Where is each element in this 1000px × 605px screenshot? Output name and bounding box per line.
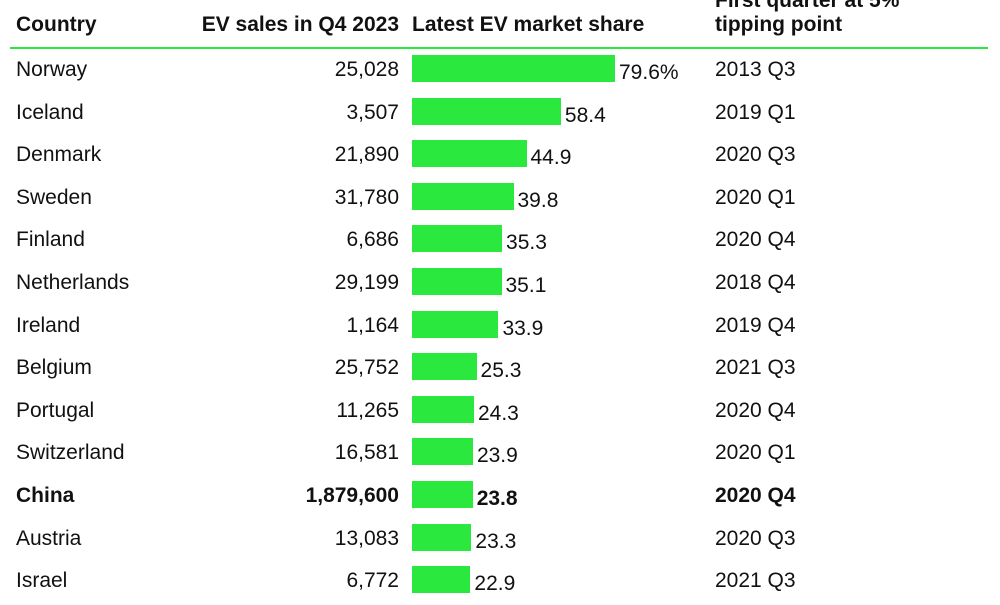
table-row: Belgium 25,752 25.3 2021 Q3 [0,347,1000,389]
market-share-label: 22.9 [474,572,516,596]
market-share-label: 25.3 [480,359,522,383]
country-name: Sweden [16,185,92,209]
market-share-label: 39.8 [517,188,559,212]
country-name: Switzerland [16,441,125,465]
table-row: Norway 25,028 79.6% 2013 Q3 [0,49,1000,91]
table-row: Israel 6,772 22.9 2021 Q3 [0,560,1000,602]
ev-sales-value: 6,772 [346,569,399,593]
market-share-label: 58.4 [564,103,606,127]
tipping-point-quarter: 2019 Q1 [715,100,796,124]
market-share-bar [412,395,474,423]
market-share-bar [412,268,502,295]
tipping-point-header-line-2: tipping point [715,13,843,36]
ev-sales-value: 25,028 [334,58,399,81]
tipping-point-quarter: 2020 Q3 [715,143,796,167]
tipping-point-quarter: 2020 Q1 [715,185,796,209]
market-share-bar [412,182,514,210]
country-name: Finland [16,228,85,252]
table-row: Finland 6,686 35.3 2020 Q4 [0,219,1000,261]
tipping-point-quarter: 2020 Q4 [715,398,796,422]
tipping-point-quarter: 2020 Q3 [715,526,796,550]
ev-sales-value: 25,752 [334,356,399,380]
country-name: China [16,484,75,507]
market-share-label: 33.9 [502,316,544,340]
tipping-point-quarter: 2013 Q3 [715,58,796,81]
market-share-label: 35.3 [506,231,547,255]
country-name: Austria [16,526,82,550]
market-share-label: 23.9 [476,444,518,468]
ev-sales-value: 31,780 [334,185,399,209]
country-name: Belgium [16,356,92,380]
market-share-bar [412,353,477,381]
sales-column-header: EV sales in Q4 2023 [201,13,399,36]
market-share-label: 24.3 [477,401,519,425]
ev-sales-value: 6,686 [346,228,399,252]
table-row: China 1,879,600 23.8 2020 Q4 [0,475,1000,517]
market-share-bar [412,566,471,594]
market-share-bar [412,97,561,125]
table-row: Portugal 11,265 24.3 2020 Q4 [0,390,1000,432]
market-share-label: 35.1 [505,274,547,297]
table-row: Iceland 3,507 58.4 2019 Q1 [0,92,1000,134]
tipping-point-header-line-1: First quarter at 5% [715,0,900,12]
ev-sales-value: 3,507 [346,100,399,124]
table-row: Switzerland 16,581 23.9 2020 Q1 [0,432,1000,474]
market-share-bar [412,55,615,82]
tipping-point-quarter: 2020 Q1 [715,441,796,465]
market-share-label: 44.9 [530,146,572,170]
ev-sales-value: 21,890 [334,143,399,167]
market-share-label: 79.6% [619,61,679,84]
market-share-bar [412,140,527,168]
ev-sales-value: 1,879,600 [305,484,399,507]
header-divider [10,47,988,49]
tipping-point-quarter: 2021 Q3 [715,569,796,593]
share-column-header: Latest EV market share [412,13,645,36]
country-name: Ireland [16,313,81,337]
table-row: Austria 13,083 23.3 2020 Q3 [0,518,1000,560]
tipping-point-quarter: 2018 Q4 [715,271,796,294]
table-row: Netherlands 29,199 35.1 2018 Q4 [0,262,1000,304]
tipping-point-quarter: 2019 Q4 [715,313,796,337]
country-name: Netherlands [16,271,130,294]
market-share-bar [412,438,473,466]
ev-sales-value: 29,199 [334,271,399,294]
tipping-point-quarter: 2020 Q4 [715,484,796,507]
ev-sales-value: 1,164 [346,313,399,337]
tipping-point-column-header: First quarter at 5% tipping point [715,0,899,37]
tipping-point-quarter: 2020 Q4 [715,228,796,252]
country-name: Norway [16,58,88,81]
market-share-bar [412,523,472,551]
ev-sales-value: 16,581 [334,441,399,465]
ev-sales-value: 11,265 [336,398,399,422]
tipping-point-quarter: 2021 Q3 [715,356,796,380]
table-row: Denmark 21,890 44.9 2020 Q3 [0,134,1000,176]
country-name: Denmark [16,143,102,167]
market-share-label: 23.8 [476,487,518,510]
table-row: Sweden 31,780 39.8 2020 Q1 [0,177,1000,219]
country-name: Iceland [16,100,84,124]
table-row: Ireland 1,164 33.9 2019 Q4 [0,305,1000,347]
country-name: Israel [16,569,68,593]
ev-sales-value: 13,083 [334,526,399,550]
market-share-bar [412,310,499,338]
country-name: Portugal [16,398,95,422]
market-share-bar [412,481,473,508]
market-share-bar [412,225,503,253]
country-column-header: Country [16,13,97,36]
market-share-label: 23.3 [475,529,517,553]
